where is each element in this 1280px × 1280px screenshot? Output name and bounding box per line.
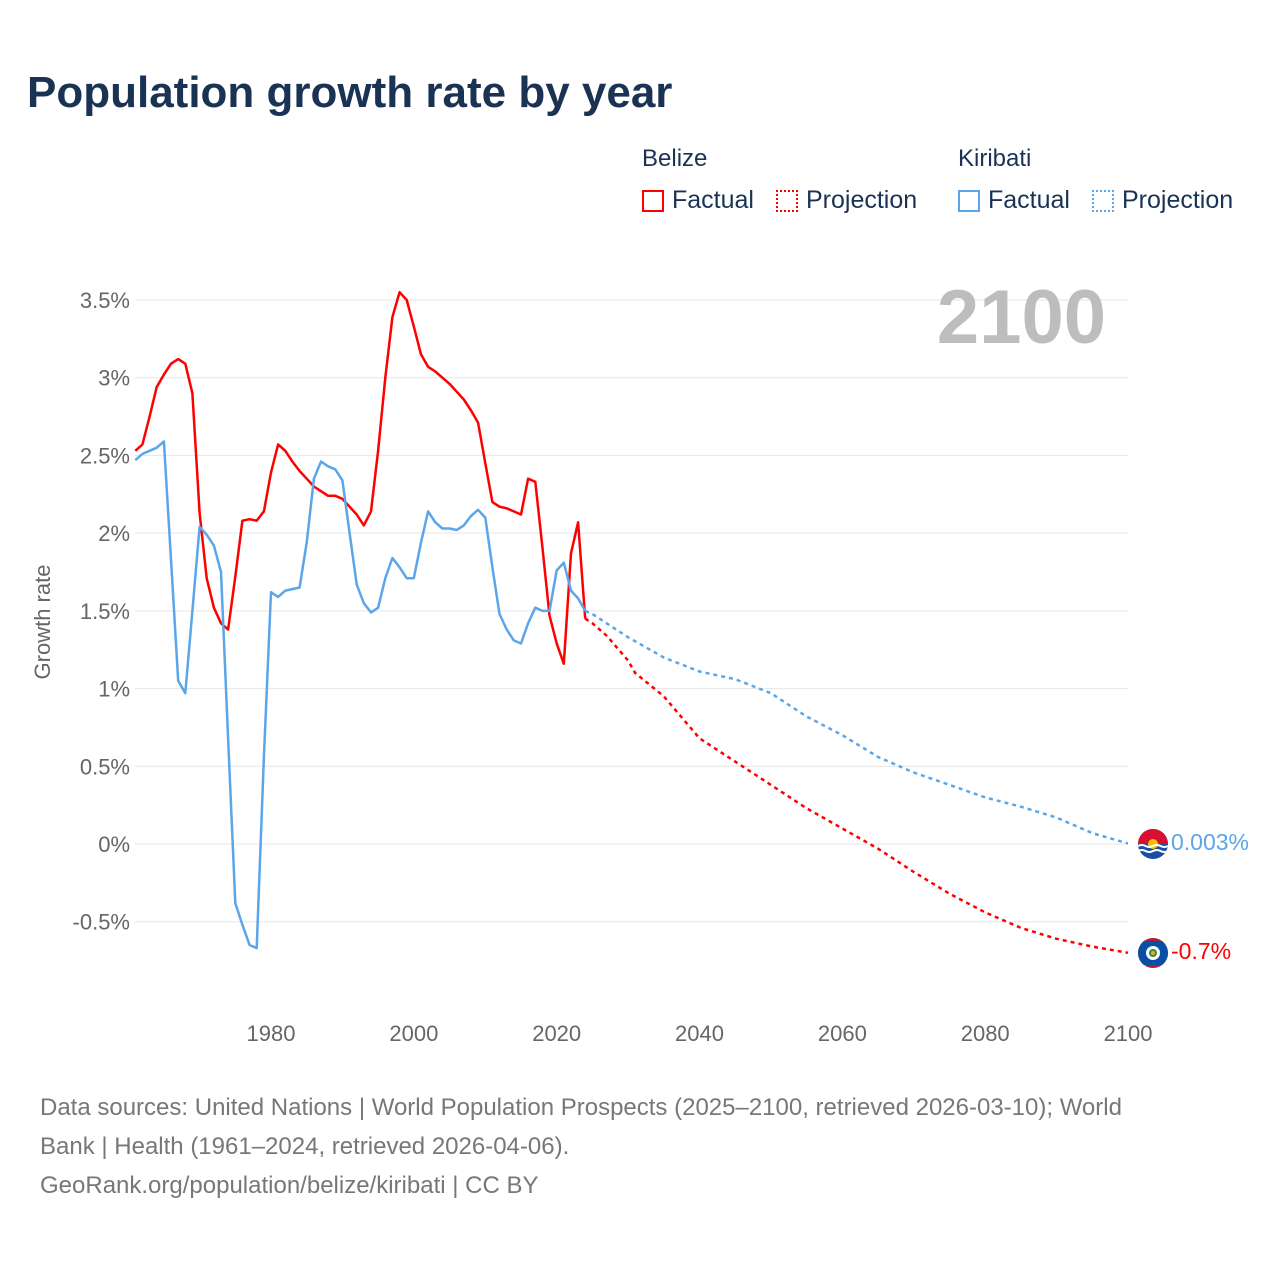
- x-tick-label: 2040: [675, 1021, 724, 1046]
- data-sources-text-cont: Bank | Health (1961–2024, retrieved 2026…: [40, 1133, 570, 1160]
- x-tick-label: 1980: [247, 1021, 296, 1046]
- legend-swatch-solid: [642, 189, 664, 212]
- x-tick-label: 2000: [389, 1021, 438, 1046]
- x-tick-label: 2080: [961, 1021, 1010, 1046]
- chart-title: Population growth rate by year: [27, 68, 673, 117]
- footer: Data sources: United Nations | World Pop…: [40, 1088, 1240, 1205]
- x-tick-label: 2060: [818, 1021, 867, 1046]
- legend-belize-factual[interactable]: Factual: [642, 186, 754, 215]
- legend-label: Factual: [988, 186, 1070, 214]
- source-link[interactable]: GeoRank.org/population/belize/kiribati |…: [40, 1172, 539, 1199]
- kiribati-flag-icon: [1138, 829, 1168, 859]
- legend-belize-projection[interactable]: Projection: [776, 186, 917, 215]
- y-tick-label: -0.5%: [73, 910, 130, 935]
- belize-flag-icon: [1138, 938, 1168, 968]
- current-year-label: 2100: [937, 275, 1106, 360]
- y-tick-label: 3%: [98, 366, 130, 391]
- legend-label: Projection: [1122, 186, 1234, 214]
- data-sources-text: Data sources: United Nations | World Pop…: [40, 1094, 1122, 1121]
- y-tick-label: 0.5%: [80, 754, 130, 779]
- legend-swatch-dotted: [1092, 189, 1114, 212]
- belize-end-label: -0.7%: [1171, 938, 1231, 964]
- y-tick-label: 2%: [98, 521, 130, 546]
- legend-swatch-solid: [958, 189, 980, 212]
- legend-group-belize: Belize: [642, 145, 708, 172]
- y-tick-label: 2.5%: [80, 443, 130, 468]
- legend-label: Projection: [806, 186, 918, 214]
- legend-kiribati-projection[interactable]: Projection: [1092, 186, 1233, 215]
- y-tick-label: 3.5%: [80, 288, 130, 313]
- kiribati-projection-line: [584, 609, 1129, 845]
- y-tick-label: 0%: [98, 832, 130, 857]
- kiribati-factual-line: [134, 440, 587, 950]
- legend-swatch-dotted: [776, 189, 798, 212]
- y-axis-label: Growth rate: [30, 565, 55, 680]
- y-tick-label: 1%: [98, 677, 130, 702]
- belize-factual-line: [134, 290, 587, 665]
- x-tick-label: 2100: [1104, 1021, 1153, 1046]
- kiribati-end-label: 0.003%: [1171, 829, 1249, 855]
- x-tick-label: 2020: [532, 1021, 581, 1046]
- belize-projection-line: [584, 617, 1129, 955]
- y-tick-label: 1.5%: [80, 599, 130, 624]
- legend-label: Factual: [672, 186, 754, 214]
- legend-group-kiribati: Kiribati: [958, 145, 1032, 172]
- legend-kiribati-factual[interactable]: Factual: [958, 186, 1070, 215]
